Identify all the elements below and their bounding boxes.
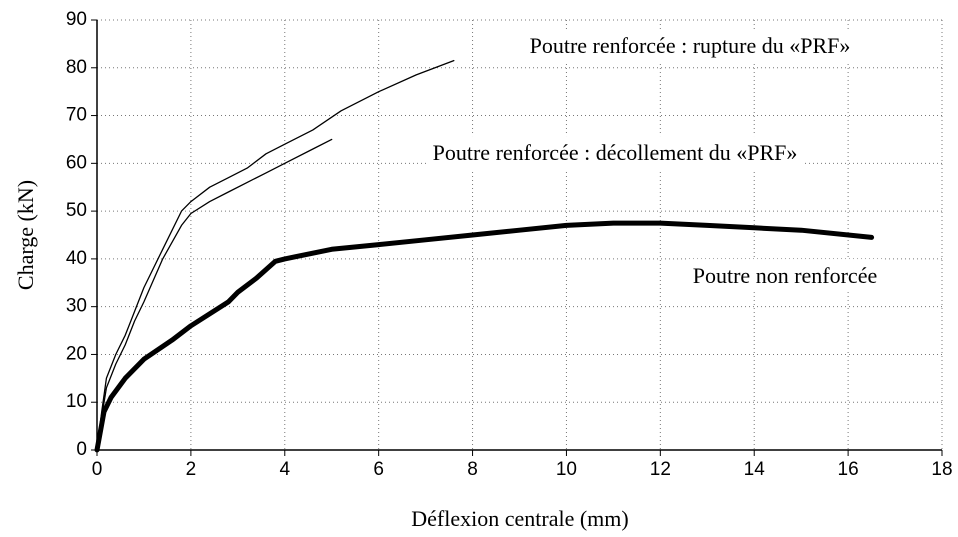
series-line — [94, 220, 875, 453]
y-tick-label: 80 — [66, 57, 87, 78]
x-tick-label: 6 — [373, 459, 384, 480]
x-tick-label: 10 — [556, 459, 577, 480]
y-tick-label: 60 — [66, 152, 87, 173]
x-tick-label: 8 — [467, 459, 478, 480]
label-background — [523, 29, 857, 63]
y-tick-label: 10 — [66, 391, 87, 412]
y-tick-label: 30 — [66, 296, 87, 317]
series-line — [96, 59, 455, 451]
series-line — [96, 138, 333, 451]
label-background — [686, 259, 884, 293]
x-tick-label: 2 — [186, 459, 197, 480]
y-tick-label: 70 — [66, 105, 87, 126]
y-tick-label: 0 — [76, 439, 87, 460]
x-tick-label: 12 — [650, 459, 671, 480]
y-tick-label: 50 — [66, 200, 87, 221]
x-tick-label: 16 — [838, 459, 859, 480]
x-tick-label: 18 — [931, 459, 952, 480]
x-tick-label: 0 — [92, 459, 103, 480]
x-axis-label: Déflexion centrale (mm) — [411, 506, 628, 531]
y-tick-label: 90 — [66, 9, 87, 30]
label-background — [426, 136, 804, 170]
x-tick-label: 4 — [279, 459, 290, 480]
y-tick-label: 40 — [66, 248, 87, 269]
x-tick-label: 14 — [744, 459, 766, 480]
series-label: Poutre renforcée : rupture du «PRF» — [530, 33, 851, 58]
series-label: Poutre non renforcée — [693, 263, 877, 288]
series-label: Poutre renforcée : décollement du «PRF» — [433, 140, 798, 165]
y-tick-label: 20 — [66, 343, 87, 364]
y-axis-label: Charge (kN) — [13, 180, 38, 290]
